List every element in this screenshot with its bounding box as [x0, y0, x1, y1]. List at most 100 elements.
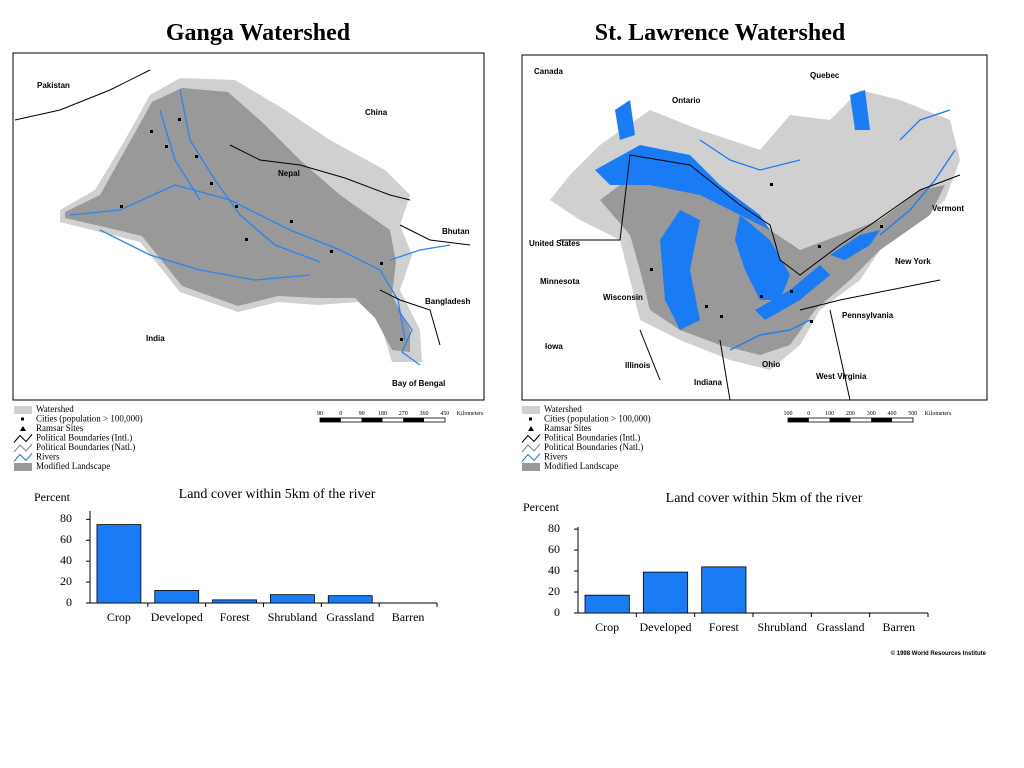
map-label: Nepal [278, 169, 300, 178]
map-label: Bangladesh [425, 297, 470, 306]
scale-label: 90 [359, 411, 365, 417]
legend-swatch [521, 443, 541, 453]
scale-label: 270 [399, 411, 408, 417]
x-tick-label: Forest [709, 620, 740, 634]
scale-bar-segment [871, 418, 892, 422]
legend-swatch [528, 426, 534, 431]
x-tick-label: Barren [392, 610, 425, 624]
scale-label: 0 [807, 411, 810, 417]
chart-title: Land cover within 5km of the river [666, 491, 863, 506]
bar [96, 524, 142, 604]
y-tick-label: 60 [548, 542, 560, 556]
y-tick-label: 0 [554, 605, 560, 619]
scale-label: 180 [378, 411, 387, 417]
map-label: Bay of Bengal [392, 379, 445, 388]
legend-swatch [521, 434, 541, 443]
map-label: India [146, 334, 165, 343]
y-tick-label: 80 [548, 521, 560, 535]
legend-label: Watershed [36, 404, 74, 414]
bar [642, 571, 689, 614]
map-label: Quebec [810, 71, 840, 80]
legend-label: Modified Landscape [544, 461, 618, 471]
legend-swatch [522, 406, 540, 414]
x-tick-label: Grassland [326, 610, 374, 624]
y-tick-label: 0 [66, 595, 72, 609]
x-tick-label: Crop [595, 620, 619, 634]
legend-swatch [20, 426, 26, 431]
scale-label: 500 [908, 411, 917, 417]
map-label: Pakistan [37, 81, 70, 90]
x-tick-label: Forest [220, 610, 251, 624]
map-label: New York [895, 257, 931, 266]
bar [270, 594, 315, 604]
map-label: Ohio [762, 360, 780, 369]
map-label: Ontario [672, 96, 701, 105]
scale-label: 100 [784, 411, 793, 417]
legend-swatch [521, 453, 541, 462]
bar [584, 594, 630, 614]
scale-label: Kilometers [925, 411, 952, 417]
chart-title: Land cover within 5km of the river [179, 487, 376, 502]
scale-label: Kilometers [457, 411, 484, 417]
scale-bar-segment [361, 418, 383, 422]
bar [154, 590, 200, 604]
y-axis-label: Percent [34, 490, 71, 504]
bar [701, 566, 747, 614]
legend-swatch [13, 443, 33, 453]
legend-label: Political Boundaries (Intl.) [544, 433, 640, 443]
x-tick-label: Shrubland [268, 610, 317, 624]
scale-bar-segment [788, 418, 809, 422]
map-title: St. Lawrence Watershed [595, 20, 846, 46]
map-label: Indiana [694, 378, 723, 387]
scale-bar-segment [829, 418, 851, 422]
y-tick-label: 80 [60, 511, 72, 525]
y-tick-label: 20 [60, 574, 72, 588]
x-tick-label: Crop [107, 610, 131, 624]
y-tick-label: 40 [60, 553, 72, 567]
map-label: Canada [534, 67, 563, 76]
scale-label: 450 [440, 411, 449, 417]
scale-bar-segment [403, 418, 424, 422]
legend-swatch [529, 417, 532, 421]
y-tick-label: 60 [60, 532, 72, 546]
scale-label: 90 [317, 411, 323, 417]
x-tick-label: Barren [883, 620, 916, 634]
legend-label: Ramsar Sites [544, 423, 592, 433]
scale-label: 200 [846, 411, 855, 417]
y-tick-label: 20 [548, 584, 560, 598]
credit: © 1998 World Resources Institute [891, 650, 987, 657]
legend-label: Cities (population > 100,000) [544, 414, 651, 424]
legend-label: Political Boundaries (Intl.) [36, 433, 132, 443]
x-tick-label: Developed [640, 620, 692, 634]
legend-swatch [14, 463, 32, 471]
legend-label: Modified Landscape [36, 461, 110, 471]
x-tick-label: Shrubland [757, 620, 806, 634]
st-lawrence-map [521, 54, 988, 401]
legend-label: Political Boundaries (Natl.) [36, 442, 135, 452]
legend-label: Watershed [544, 404, 582, 414]
map-label: Minnesota [540, 277, 580, 286]
y-tick-label: 40 [548, 563, 560, 577]
map-label: West Virginia [816, 372, 867, 381]
map-label: United States [529, 239, 581, 248]
legend-swatch [522, 463, 540, 471]
scale-label: 360 [420, 411, 429, 417]
scale-label: 0 [339, 411, 342, 417]
x-tick-label: Grassland [817, 620, 865, 634]
map-label: Bhutan [442, 227, 470, 236]
bar [327, 595, 373, 604]
legend-label: Ramsar Sites [36, 423, 84, 433]
legend-swatch [13, 453, 33, 462]
map-label: Wisconsin [603, 293, 643, 302]
map-label: Iowa [545, 342, 563, 351]
legend-swatch [21, 417, 24, 421]
map-title: Ganga Watershed [166, 20, 351, 46]
x-tick-label: Developed [151, 610, 203, 624]
legend-swatch [13, 434, 33, 443]
map-label: Vermont [932, 204, 964, 213]
legend-label: Rivers [36, 452, 60, 462]
scale-label: 100 [825, 411, 834, 417]
bar [212, 599, 257, 604]
scale-label: 400 [888, 411, 897, 417]
